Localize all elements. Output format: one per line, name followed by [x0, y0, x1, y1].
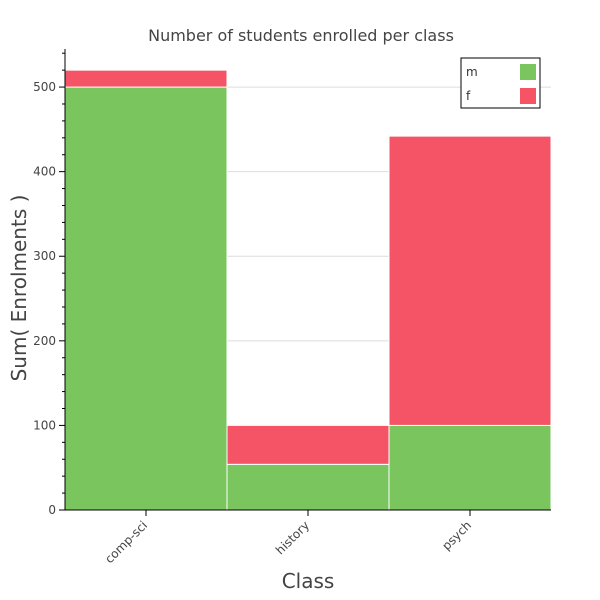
bar-f-psych [388, 135, 552, 426]
bar-m-history [226, 463, 390, 511]
x-axis-ticks: comp-sci history psych [102, 510, 474, 566]
legend-swatch-f [520, 88, 536, 104]
x-axis-title: Class [282, 569, 335, 593]
y-axis-title: Sum( Enrolments ) [7, 195, 31, 382]
y-tick-label: 300 [33, 249, 56, 263]
x-tick-label: psych [439, 518, 474, 553]
legend: mf [460, 57, 541, 109]
x-tick-label: comp-sci [102, 518, 150, 566]
y-tick-label: 500 [33, 80, 56, 94]
legend-swatch-m [520, 64, 536, 80]
bar-f-comp-sci [64, 69, 228, 88]
bar-m-psych [388, 424, 552, 511]
legend-label-f: f [466, 89, 471, 103]
y-tick-label: 200 [33, 334, 56, 348]
bar-f-history [226, 424, 390, 465]
bars [64, 69, 552, 511]
legend-label-m: m [466, 65, 478, 79]
y-tick-label: 0 [48, 503, 56, 517]
x-tick-label: history [273, 518, 312, 557]
chart-title: Number of students enrolled per class [148, 26, 454, 45]
y-tick-label: 100 [33, 418, 56, 432]
bar-m-comp-sci [64, 86, 228, 511]
y-tick-label: 400 [33, 165, 56, 179]
y-axis-ticks: 0 100 200 300 400 500 [33, 52, 65, 517]
